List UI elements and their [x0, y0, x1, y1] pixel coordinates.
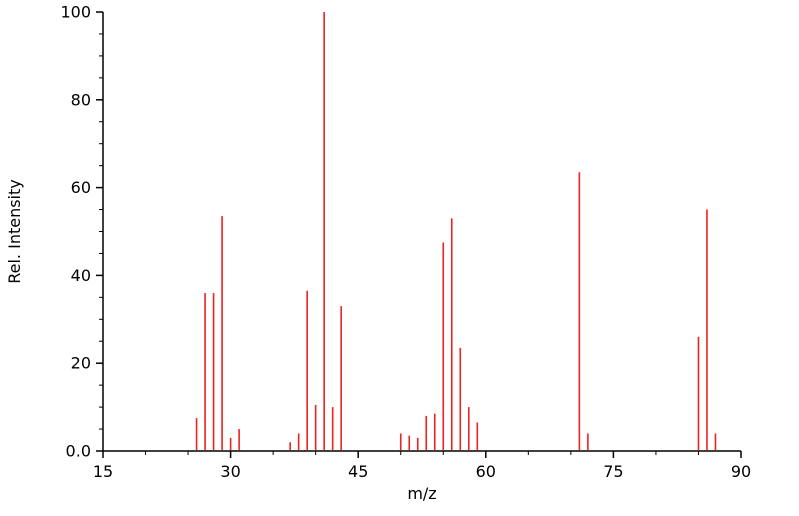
x-tick-label: 15 — [93, 462, 113, 481]
y-tick-label: 20 — [71, 354, 91, 373]
y-tick-label: 100 — [60, 3, 91, 22]
x-tick-label: 30 — [220, 462, 240, 481]
x-axis-label: m/z — [407, 484, 436, 503]
y-tick-label: 80 — [71, 90, 91, 109]
x-tick-label: 75 — [603, 462, 623, 481]
x-tick-label: 60 — [476, 462, 496, 481]
y-axis-label: Rel. Intensity — [5, 179, 24, 284]
y-tick-label: 60 — [71, 178, 91, 197]
y-tick-label: 40 — [71, 266, 91, 285]
y-tick-label: 0.0 — [66, 442, 91, 461]
x-tick-label: 45 — [348, 462, 368, 481]
x-tick-label: 90 — [731, 462, 751, 481]
